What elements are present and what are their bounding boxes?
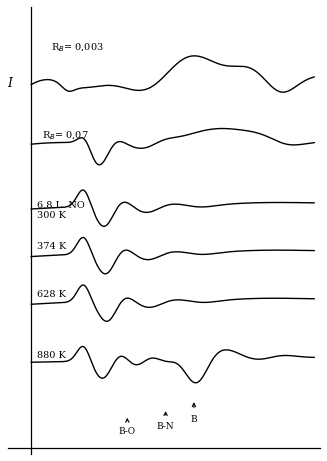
Text: R$_B$= 0,003: R$_B$= 0,003 [51,41,104,54]
Text: B: B [191,415,197,424]
Text: 374 K: 374 K [37,242,66,251]
Text: 6,8 L  NO
300 K: 6,8 L NO 300 K [37,201,84,220]
Text: I: I [7,77,12,90]
Text: 628 K: 628 K [37,290,66,299]
Text: R$_B$= 0,07: R$_B$= 0,07 [42,130,89,142]
Text: B-N: B-N [157,422,174,431]
Text: 880 K: 880 K [37,351,65,360]
Text: B-O: B-O [119,427,136,436]
